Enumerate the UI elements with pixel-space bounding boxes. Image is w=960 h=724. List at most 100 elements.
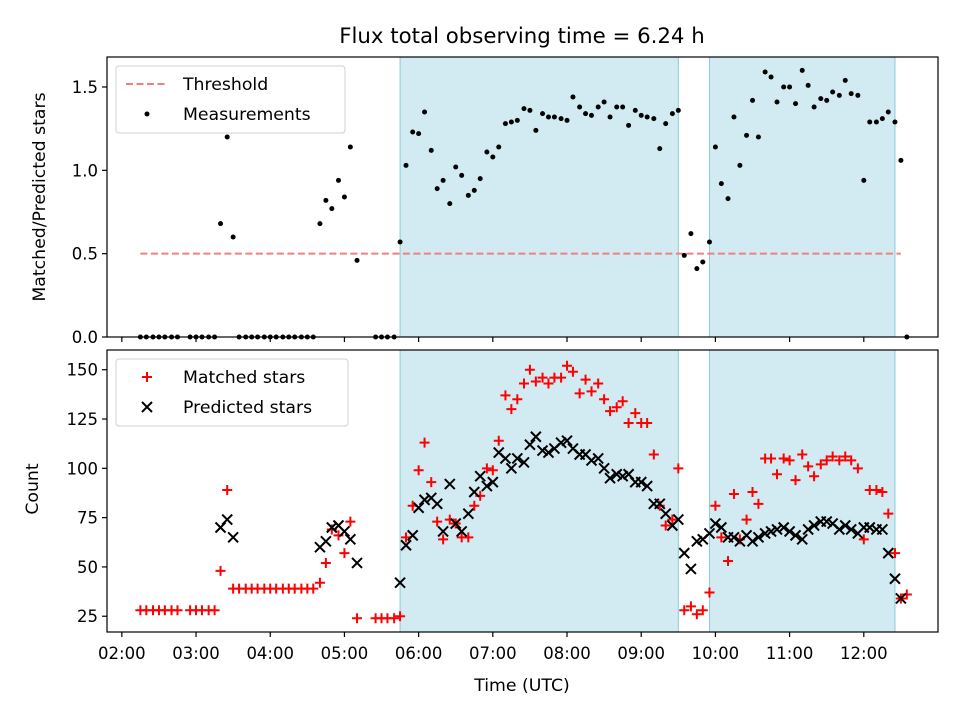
predicted-stars-point [542,446,555,459]
measurement-point [750,97,756,103]
predicted-stars-point [524,438,536,451]
measurement-point [824,97,830,103]
measurement-point [861,177,867,183]
measurement-point [577,104,583,110]
predicted-stars-point [338,525,351,538]
measurement-point [694,266,700,272]
measurement-point [224,134,230,140]
legend-label: Matched stars [183,368,305,388]
plot-frame [106,349,939,633]
matched-stars-point [493,435,504,446]
matched-stars-point [215,565,226,576]
measurement-point [459,172,465,178]
matched-stars-point [741,514,752,525]
matched-stars-point [500,390,511,401]
predicted-stars-point [227,531,239,544]
predicted-stars-point [592,452,604,465]
measurement-point [540,111,546,117]
measurement-point [725,196,731,202]
predicted-stars-point [895,592,907,605]
measurement-point [737,162,743,168]
predicted-stars-point [400,539,412,551]
measurement-point [712,144,718,150]
matched-stars-point [821,455,832,466]
plot-frame [106,56,939,338]
matched-stars-point [679,605,690,616]
measurement-point [570,94,576,100]
measurement-point [477,176,483,182]
measurement-point [465,192,471,198]
measurement-point [551,114,557,120]
matched-stars-point [562,360,573,371]
measurement-point [496,144,502,150]
predicted-stars-point [876,523,889,536]
measurement-point [632,107,638,113]
matched-stars-point [345,516,356,527]
shaded-region [399,349,679,633]
predicted-stars-point [728,531,740,544]
legend-label: Threshold [182,75,268,95]
measurement-point [490,154,496,160]
measurement-point [614,104,620,110]
measurement-point [651,116,657,122]
predicted-stars-point [864,521,876,534]
measurement-point [830,89,836,95]
bottom-y-axis-label: Count [23,463,43,515]
measurement-point [663,121,669,127]
y-tick-label: 75 [77,509,98,528]
legend-label: Measurements [183,105,311,125]
matched-stars-point [766,453,777,464]
matched-stars-point [556,372,567,383]
matched-stars-point [834,455,845,466]
measurement-point [855,92,861,98]
x-tick-label: 09:00 [617,644,665,663]
matched-stars-point [667,514,678,525]
matched-stars-point [222,485,233,496]
measurement-point [533,127,539,133]
matched-stars-point [438,534,449,545]
measurement-point [403,162,409,168]
x-tick-label: 06:00 [395,644,443,663]
measurement-point [527,107,533,113]
predicted-stars-point [394,576,406,589]
matched-stars-point [543,378,554,389]
matched-stars-point [395,611,406,622]
matched-stars-point [537,372,548,383]
matched-stars-point [432,516,443,527]
x-tick-label: 11:00 [766,644,814,663]
measurement-point [799,67,805,73]
measurement-point [508,119,514,125]
predicted-stars-point [839,519,851,532]
measurement-point [329,206,335,212]
matched-stars-point [852,463,863,474]
measurement-point [718,181,724,187]
measurement-point [545,114,551,120]
matched-stars-point [797,449,808,460]
y-tick-label: 1.0 [72,161,98,180]
measurement-point [731,114,737,120]
x-tick-label: 05:00 [321,644,369,663]
measurement-point [502,121,508,127]
predicted-stars-point [499,452,512,465]
predicted-stars-point [487,476,499,488]
matched-stars-point [172,605,183,616]
measurement-point [898,157,904,163]
x-tick-label: 12:00 [840,644,888,663]
matched-stars-point [481,463,492,474]
y-tick-label: 100 [67,459,99,478]
x-axis-label: Time (UTC) [473,676,570,696]
matched-stars-point [524,364,535,375]
y-tick-label: 125 [67,410,99,429]
measurement-point [323,197,329,203]
measurement-point [416,131,422,137]
measurement-point [521,106,527,112]
measurement-point [607,114,613,120]
predicted-stars-point [604,472,616,484]
x-tick-label: 02:00 [98,644,146,663]
x-tick-label: 10:00 [692,644,740,663]
matched-stars-point [815,459,826,470]
measurement-point [335,177,341,183]
measurement-point [620,104,626,110]
matched-stars-point [753,498,764,509]
measurement-point [317,221,323,227]
